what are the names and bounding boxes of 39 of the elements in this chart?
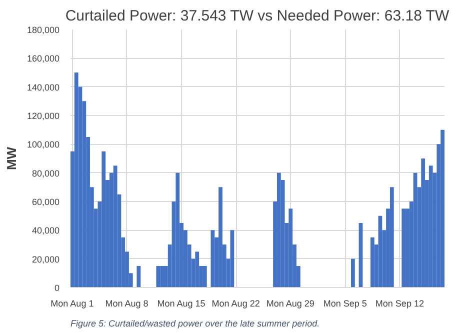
- bar: [370, 237, 374, 288]
- x-tick-label: Mon Aug 22: [212, 298, 260, 308]
- bar: [156, 266, 160, 288]
- bar: [402, 208, 406, 288]
- x-tick-label: Mon Sep 12: [375, 298, 424, 308]
- y-axis-title: MW: [4, 146, 19, 170]
- bar: [218, 187, 222, 288]
- y-tick-label: 60,000: [32, 197, 60, 207]
- y-tick-label: 180,000: [26, 25, 60, 35]
- y-tick-label: 100,000: [26, 140, 60, 150]
- x-tick-label: Mon Aug 15: [157, 298, 206, 308]
- bar: [202, 266, 207, 288]
- x-tick-label: Mon Aug 8: [105, 298, 148, 308]
- bar: [176, 172, 180, 288]
- y-tick-label: 20,000: [32, 254, 60, 264]
- y-tick-label: 40,000: [32, 226, 60, 236]
- chart-title: Curtailed Power: 37.543 TW vs Needed Power: 63.18 TW: [65, 8, 450, 24]
- y-tick-label: 140,000: [26, 82, 60, 92]
- bar: [136, 266, 141, 288]
- bar: [230, 230, 234, 288]
- y-tick-label: 160,000: [26, 54, 60, 64]
- bar: [74, 72, 78, 288]
- bar: [102, 151, 106, 288]
- bar: [421, 158, 426, 288]
- x-tick-label: Mon Aug 29: [266, 298, 314, 308]
- bar: [276, 172, 281, 288]
- bar: [195, 252, 200, 288]
- caption: Figure 5: Curtailed/wasted power over the late summer period.: [70, 318, 320, 328]
- y-tick-label: 0: [54, 283, 60, 293]
- y-tick-label: 120,000: [26, 111, 60, 121]
- x-tick-label: Mon Aug 1: [50, 298, 94, 308]
- bar: [288, 208, 293, 288]
- bar: [113, 166, 118, 288]
- x-tick-label: Mon Sep 5: [323, 298, 367, 308]
- y-tick-label: 80,000: [32, 168, 60, 178]
- bar: [428, 166, 433, 288]
- bar: [351, 258, 355, 288]
- bar: [390, 187, 394, 288]
- bar: [440, 130, 444, 288]
